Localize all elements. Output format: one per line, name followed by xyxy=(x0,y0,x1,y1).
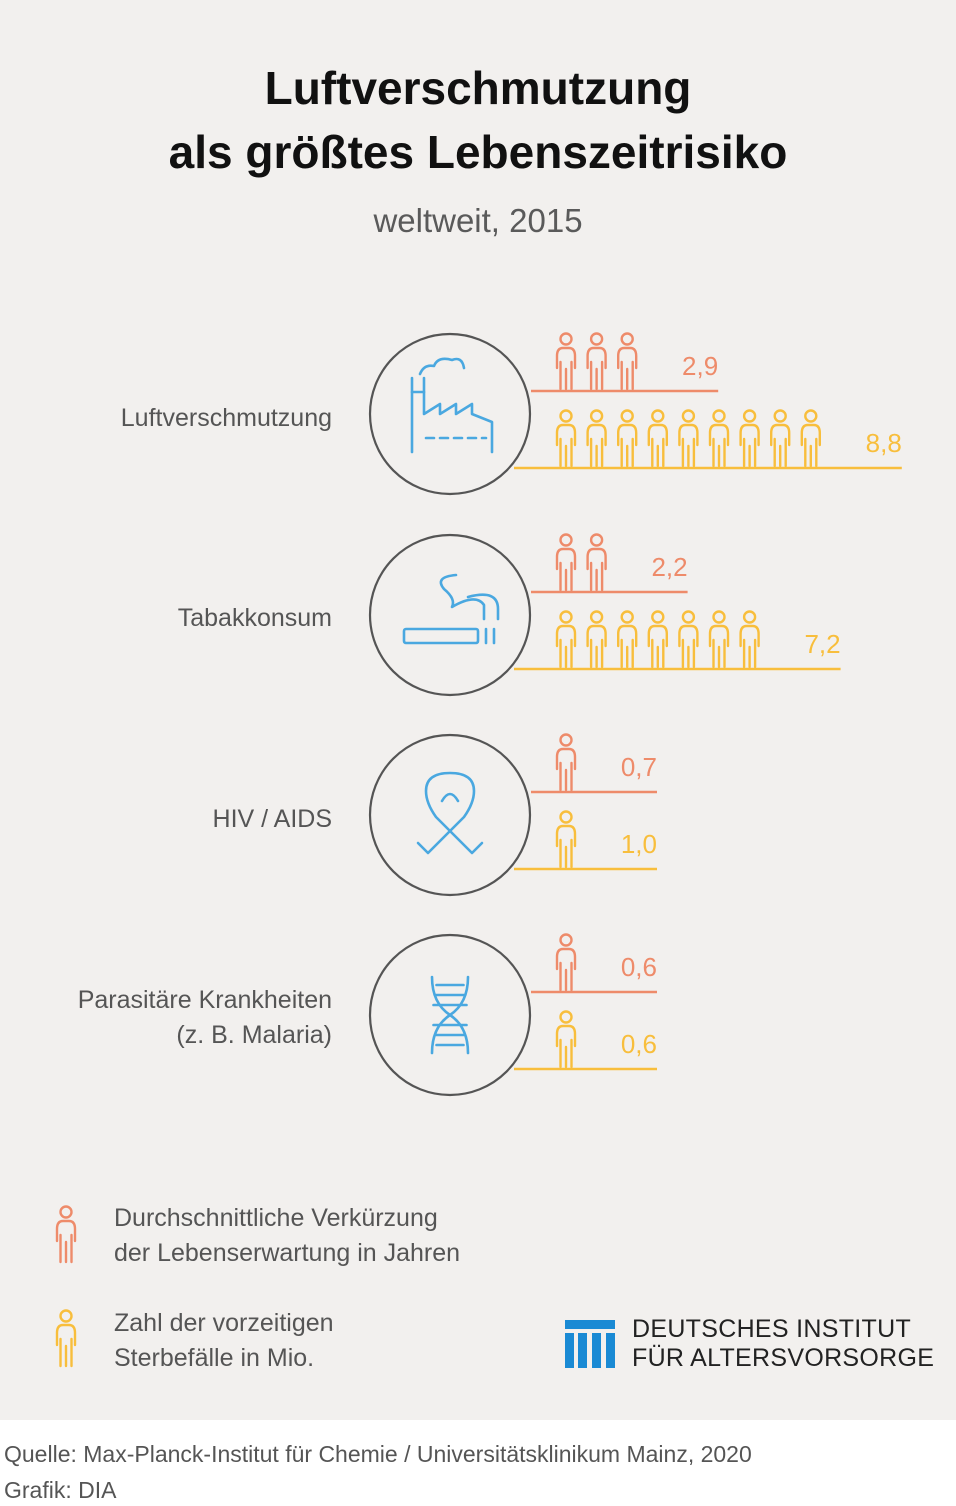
legend-life-years-person-icon xyxy=(55,1205,77,1264)
deaths-value-label: 8,8 xyxy=(866,428,902,458)
deaths-person-icon xyxy=(617,409,638,468)
dia-logo-icon xyxy=(565,1320,615,1368)
legend-life-years-line-1: Durchschnittliche Verkürzung xyxy=(114,1204,438,1232)
life-years-person-icon xyxy=(555,933,577,992)
life-years-person-icon xyxy=(555,332,577,391)
deaths-person-icon xyxy=(586,610,607,669)
life-years-value-label: 0,6 xyxy=(621,952,657,982)
category-circle xyxy=(368,533,532,697)
deaths-person-icon xyxy=(617,610,638,669)
row-label-malaria: (z. B. Malaria) xyxy=(176,1021,332,1049)
deaths-person-icon xyxy=(739,610,760,669)
legend-life-years-line-2: der Lebenserwartung in Jahren xyxy=(114,1239,461,1267)
legend-deaths-line-2: Sterbefälle in Mio. xyxy=(114,1344,315,1372)
life-years-value-label: 2,9 xyxy=(682,351,718,381)
row-label-hiv-aids: HIV / AIDS xyxy=(212,805,332,833)
row-label-tabakkonsum: Tabakkonsum xyxy=(177,604,332,632)
chart-row-3: 0,6 0,6 xyxy=(368,933,657,1097)
deaths-person-icon xyxy=(678,610,699,669)
footer-credit: Grafik: DIA xyxy=(4,1477,117,1503)
category-circle xyxy=(368,733,532,897)
life-years-value-label: 2,2 xyxy=(651,552,687,582)
deaths-person-icon xyxy=(800,409,821,468)
dna-icon xyxy=(430,975,470,1055)
deaths-person-icon xyxy=(586,409,607,468)
title-line-1: Luftverschmutzung xyxy=(264,62,692,114)
category-circle xyxy=(368,332,532,496)
category-circle xyxy=(368,933,532,1097)
ribbon-icon xyxy=(416,771,484,855)
chart-row-0: 2,9 8,8 xyxy=(368,332,902,496)
deaths-value-label: 0,6 xyxy=(621,1029,657,1059)
life-years-person-icon xyxy=(617,332,638,391)
deaths-person-icon xyxy=(678,409,699,468)
cigarette-icon xyxy=(402,573,500,645)
pictogram-chart: 2,9 8,8 2,2 7,2 0,7 1,0 0,6 0,6 xyxy=(55,332,902,1368)
deaths-person-icon xyxy=(555,810,577,869)
title-line-2: als größtes Lebenszeitrisiko xyxy=(168,126,788,178)
infographic-panel: Luftverschmutzung als größtes Lebenszeit… xyxy=(0,0,956,1420)
factory-icon xyxy=(410,357,494,454)
chart-row-1: 2,2 7,2 xyxy=(368,533,841,697)
chart-row-2: 0,7 1,0 xyxy=(368,733,657,897)
deaths-person-icon xyxy=(555,1010,577,1069)
life-years-value-label: 0,7 xyxy=(621,752,657,782)
deaths-person-icon xyxy=(647,610,668,669)
deaths-person-icon xyxy=(708,409,730,468)
deaths-person-icon xyxy=(647,409,668,468)
deaths-value-label: 1,0 xyxy=(621,829,657,859)
deaths-person-icon xyxy=(555,610,577,669)
life-years-person-icon xyxy=(586,332,607,391)
life-years-person-icon xyxy=(555,533,577,592)
footer-source: Quelle: Max-Planck-Institut für Chemie /… xyxy=(4,1441,752,1467)
deaths-person-icon xyxy=(555,409,577,468)
deaths-value-label: 7,2 xyxy=(804,629,840,659)
row-label-luftverschmutzung: Luftverschmutzung xyxy=(120,404,332,432)
legend-deaths-line-1: Zahl der vorzeitigen xyxy=(114,1309,334,1337)
logo-text-line-2: FÜR ALTERSVORSORGE xyxy=(632,1344,935,1372)
life-years-person-icon xyxy=(586,533,607,592)
life-years-person-icon xyxy=(555,733,577,792)
logo-text-line-1: DEUTSCHES INSTITUT xyxy=(632,1315,912,1343)
deaths-person-icon xyxy=(708,610,730,669)
deaths-person-icon xyxy=(739,409,760,468)
row-label-parasitaere-krankheiten: Parasitäre Krankheiten xyxy=(77,986,332,1014)
legend-deaths-person-icon xyxy=(55,1309,77,1368)
subtitle: weltweit, 2015 xyxy=(373,202,583,239)
deaths-person-icon xyxy=(770,409,791,468)
